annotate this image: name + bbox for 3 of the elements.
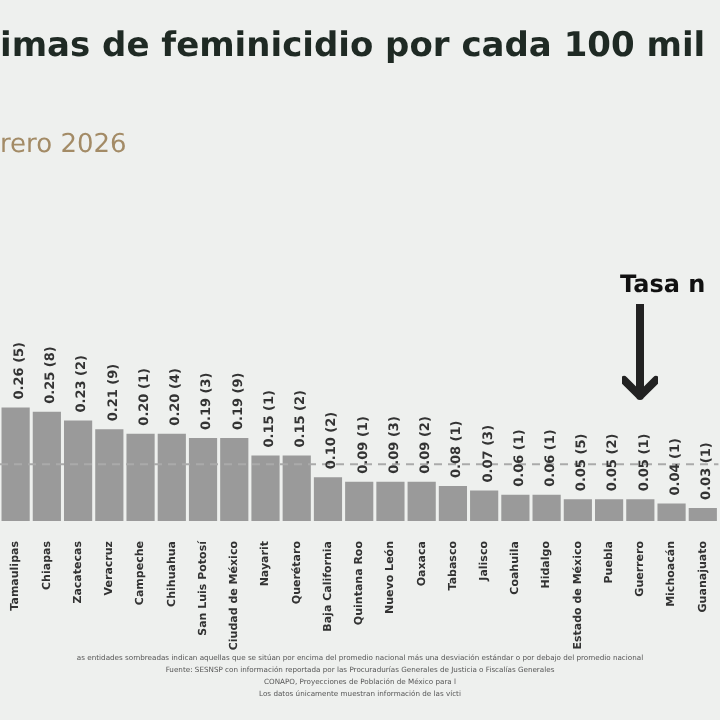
- chart-subtitle: rero 2026: [0, 130, 127, 160]
- text: Tasa n: [620, 270, 706, 298]
- chart-title: imas de feminicidio por cada 100 mil: [0, 26, 706, 66]
